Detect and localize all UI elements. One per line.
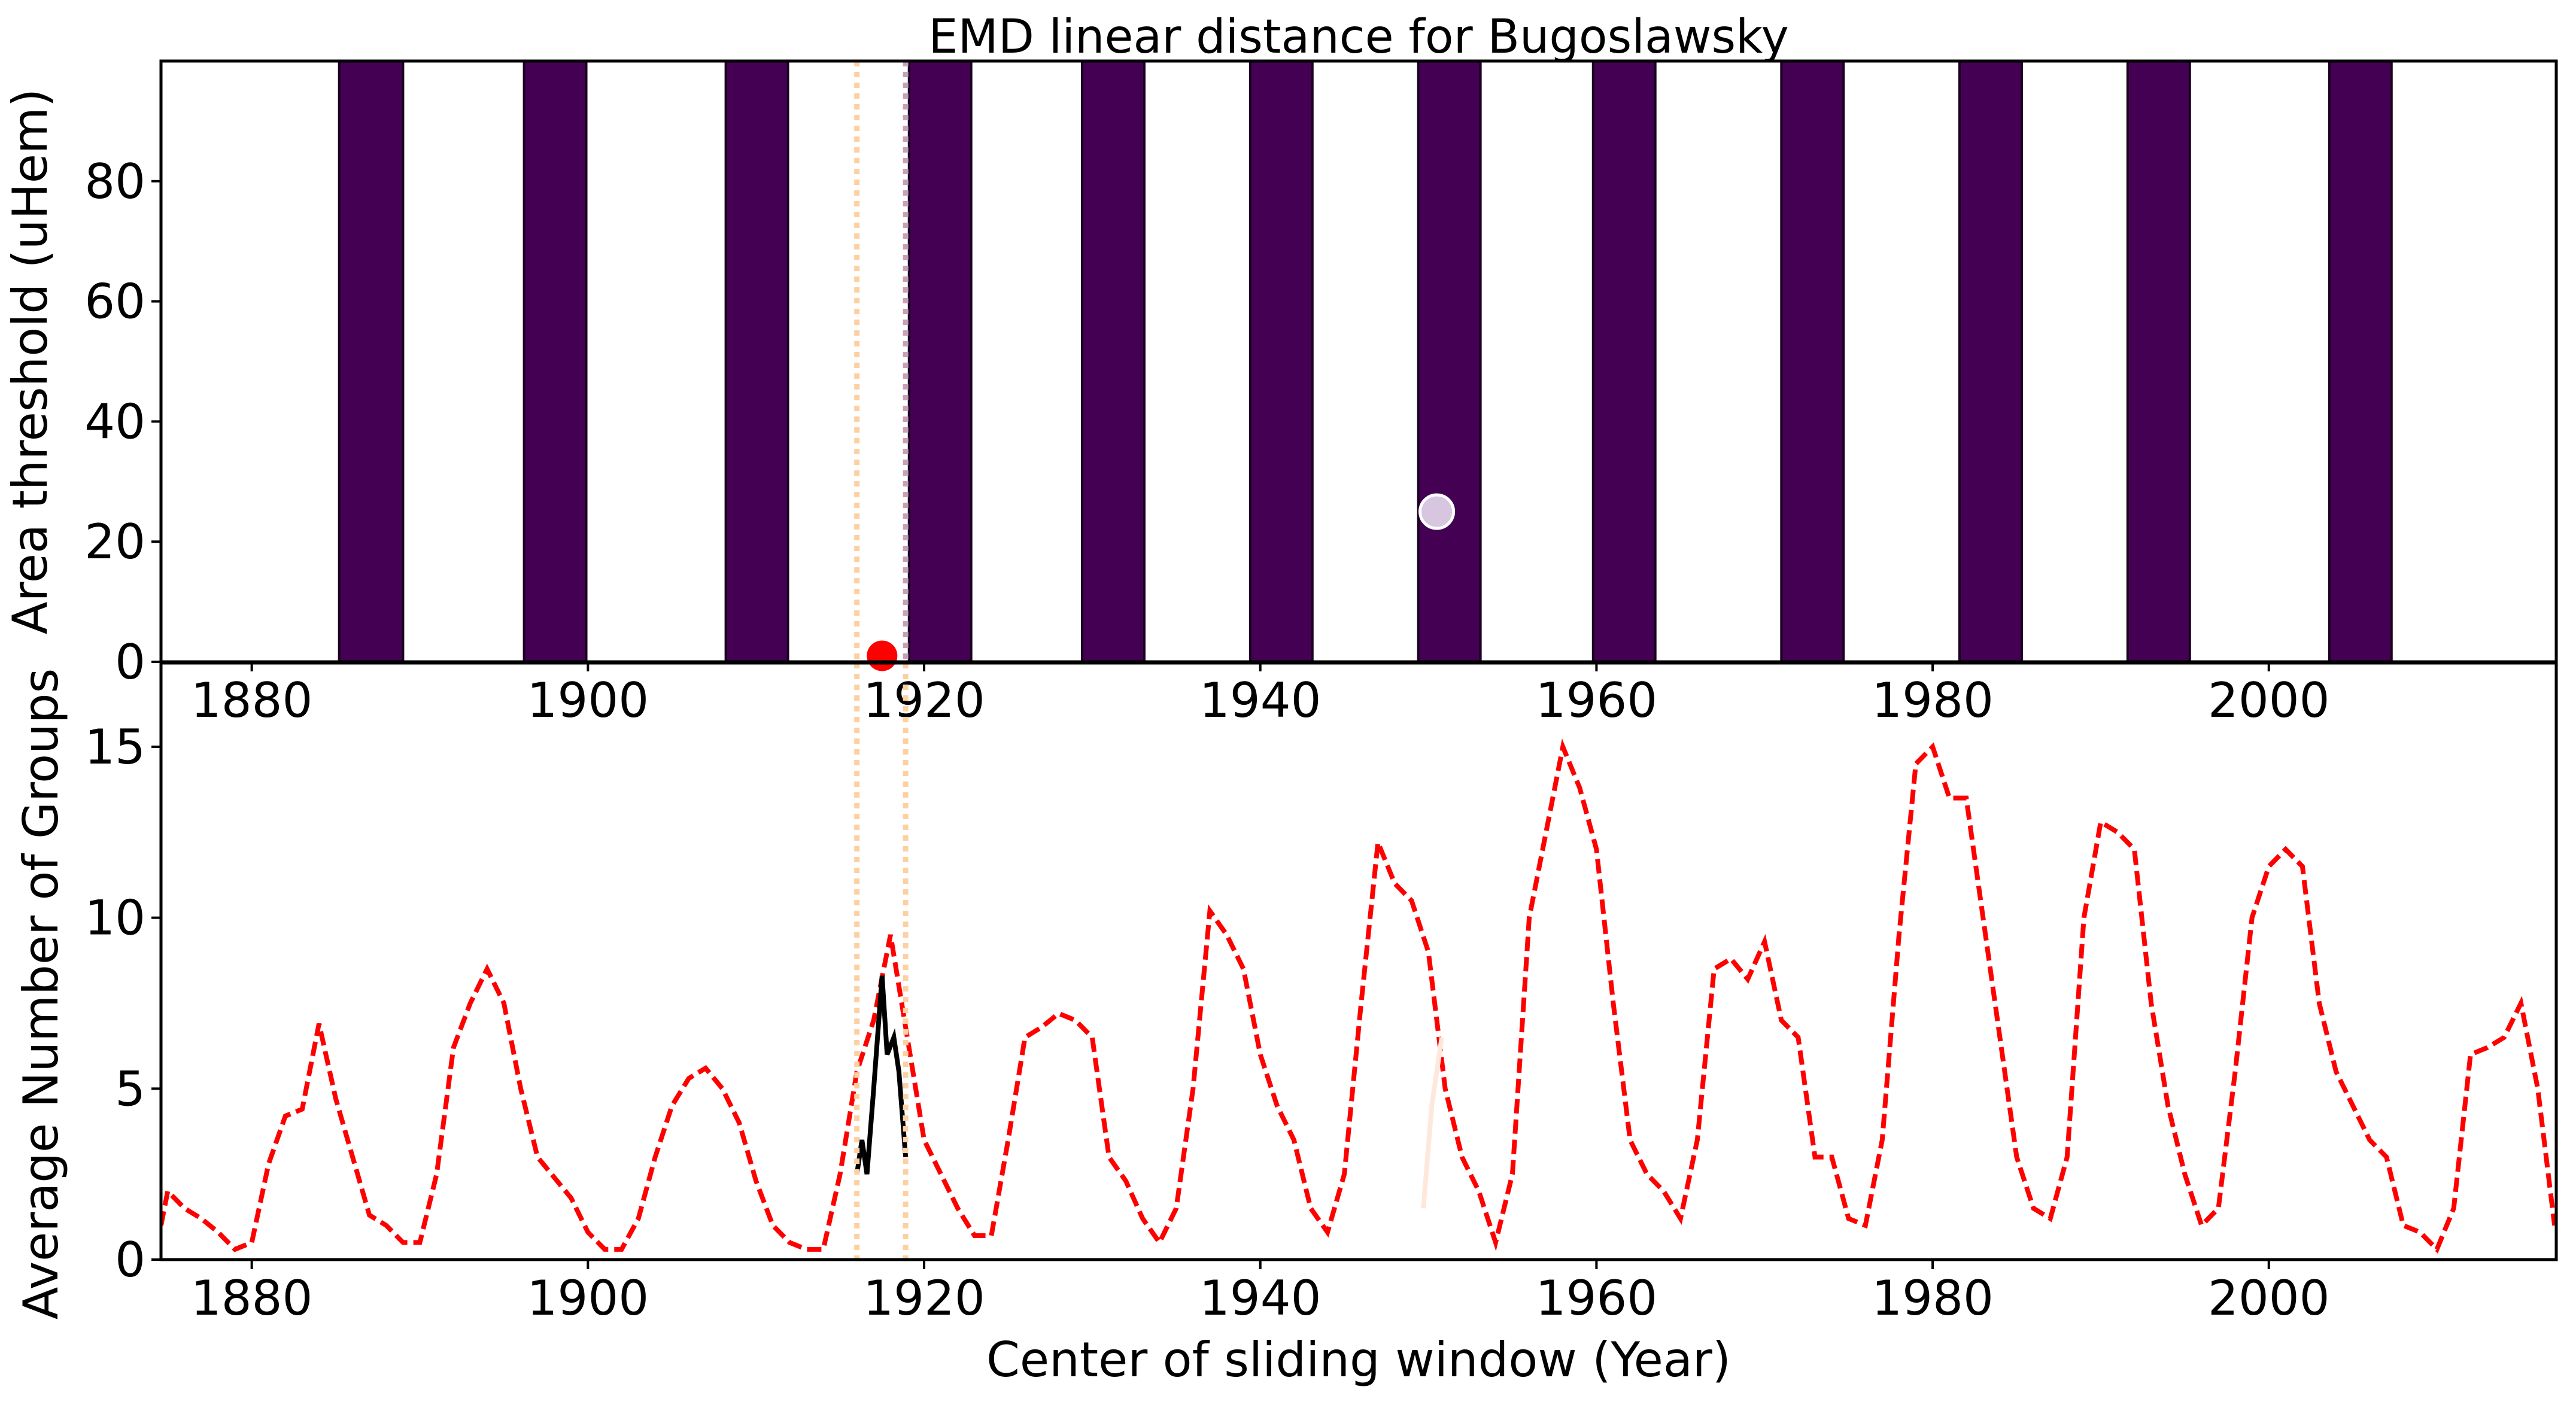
bar <box>1248 61 1314 662</box>
x-tick-label: 1920 <box>863 1270 985 1326</box>
bar <box>907 61 973 662</box>
y-tick-label: 0 <box>115 634 145 690</box>
x-tick-label: 1940 <box>1199 1270 1322 1326</box>
y-tick-label: 60 <box>84 274 145 330</box>
x-tick-label: 1980 <box>1872 673 1994 728</box>
x-tick-label: 1880 <box>191 1270 313 1326</box>
y-tick-label: 20 <box>84 514 145 570</box>
bar <box>523 61 588 662</box>
y-tick-label: 5 <box>115 1061 145 1117</box>
x-tick-label: 2000 <box>2208 673 2330 728</box>
y-axis-label: Average Number of Groups <box>13 668 69 1320</box>
bar <box>1417 61 1482 662</box>
x-tick-label: 1960 <box>1536 673 1658 728</box>
axes-frame <box>159 661 2558 1261</box>
x-axis-label: Center of sliding window (Year) <box>986 1332 1731 1388</box>
y-tick-label: 10 <box>84 890 145 946</box>
bar <box>1591 61 1657 662</box>
axes-frame <box>159 59 2558 664</box>
bar <box>2126 61 2191 662</box>
y-tick-label: 40 <box>84 394 145 449</box>
y-tick-label: 80 <box>84 154 145 209</box>
bar <box>2328 61 2393 662</box>
x-tick-label: 2000 <box>2208 1270 2330 1326</box>
bar <box>338 61 405 662</box>
scatter-point <box>1418 493 1456 530</box>
y-tick-label: 0 <box>115 1232 145 1288</box>
line-series <box>854 975 909 1175</box>
x-tick-label: 1980 <box>1872 1270 1994 1326</box>
x-tick-label: 1940 <box>1199 673 1322 728</box>
line-series <box>161 738 2556 1254</box>
x-tick-label: 1960 <box>1536 1270 1658 1326</box>
x-tick-label: 1920 <box>863 673 985 728</box>
y-tick-label: 15 <box>84 719 145 775</box>
bar <box>1958 61 2023 662</box>
line-series <box>1421 1037 1444 1209</box>
x-tick-label: 1900 <box>527 673 649 728</box>
chart-title: EMD linear distance for Bugoslawsky <box>928 10 1788 64</box>
x-tick-label: 1880 <box>191 673 313 728</box>
x-tick-label: 1900 <box>527 1270 649 1326</box>
bar <box>1780 61 1845 662</box>
bar <box>1081 61 1146 662</box>
bar <box>724 61 789 662</box>
y-axis-label: Area threshold (uHem) <box>2 89 58 634</box>
scatter-point <box>864 637 901 674</box>
